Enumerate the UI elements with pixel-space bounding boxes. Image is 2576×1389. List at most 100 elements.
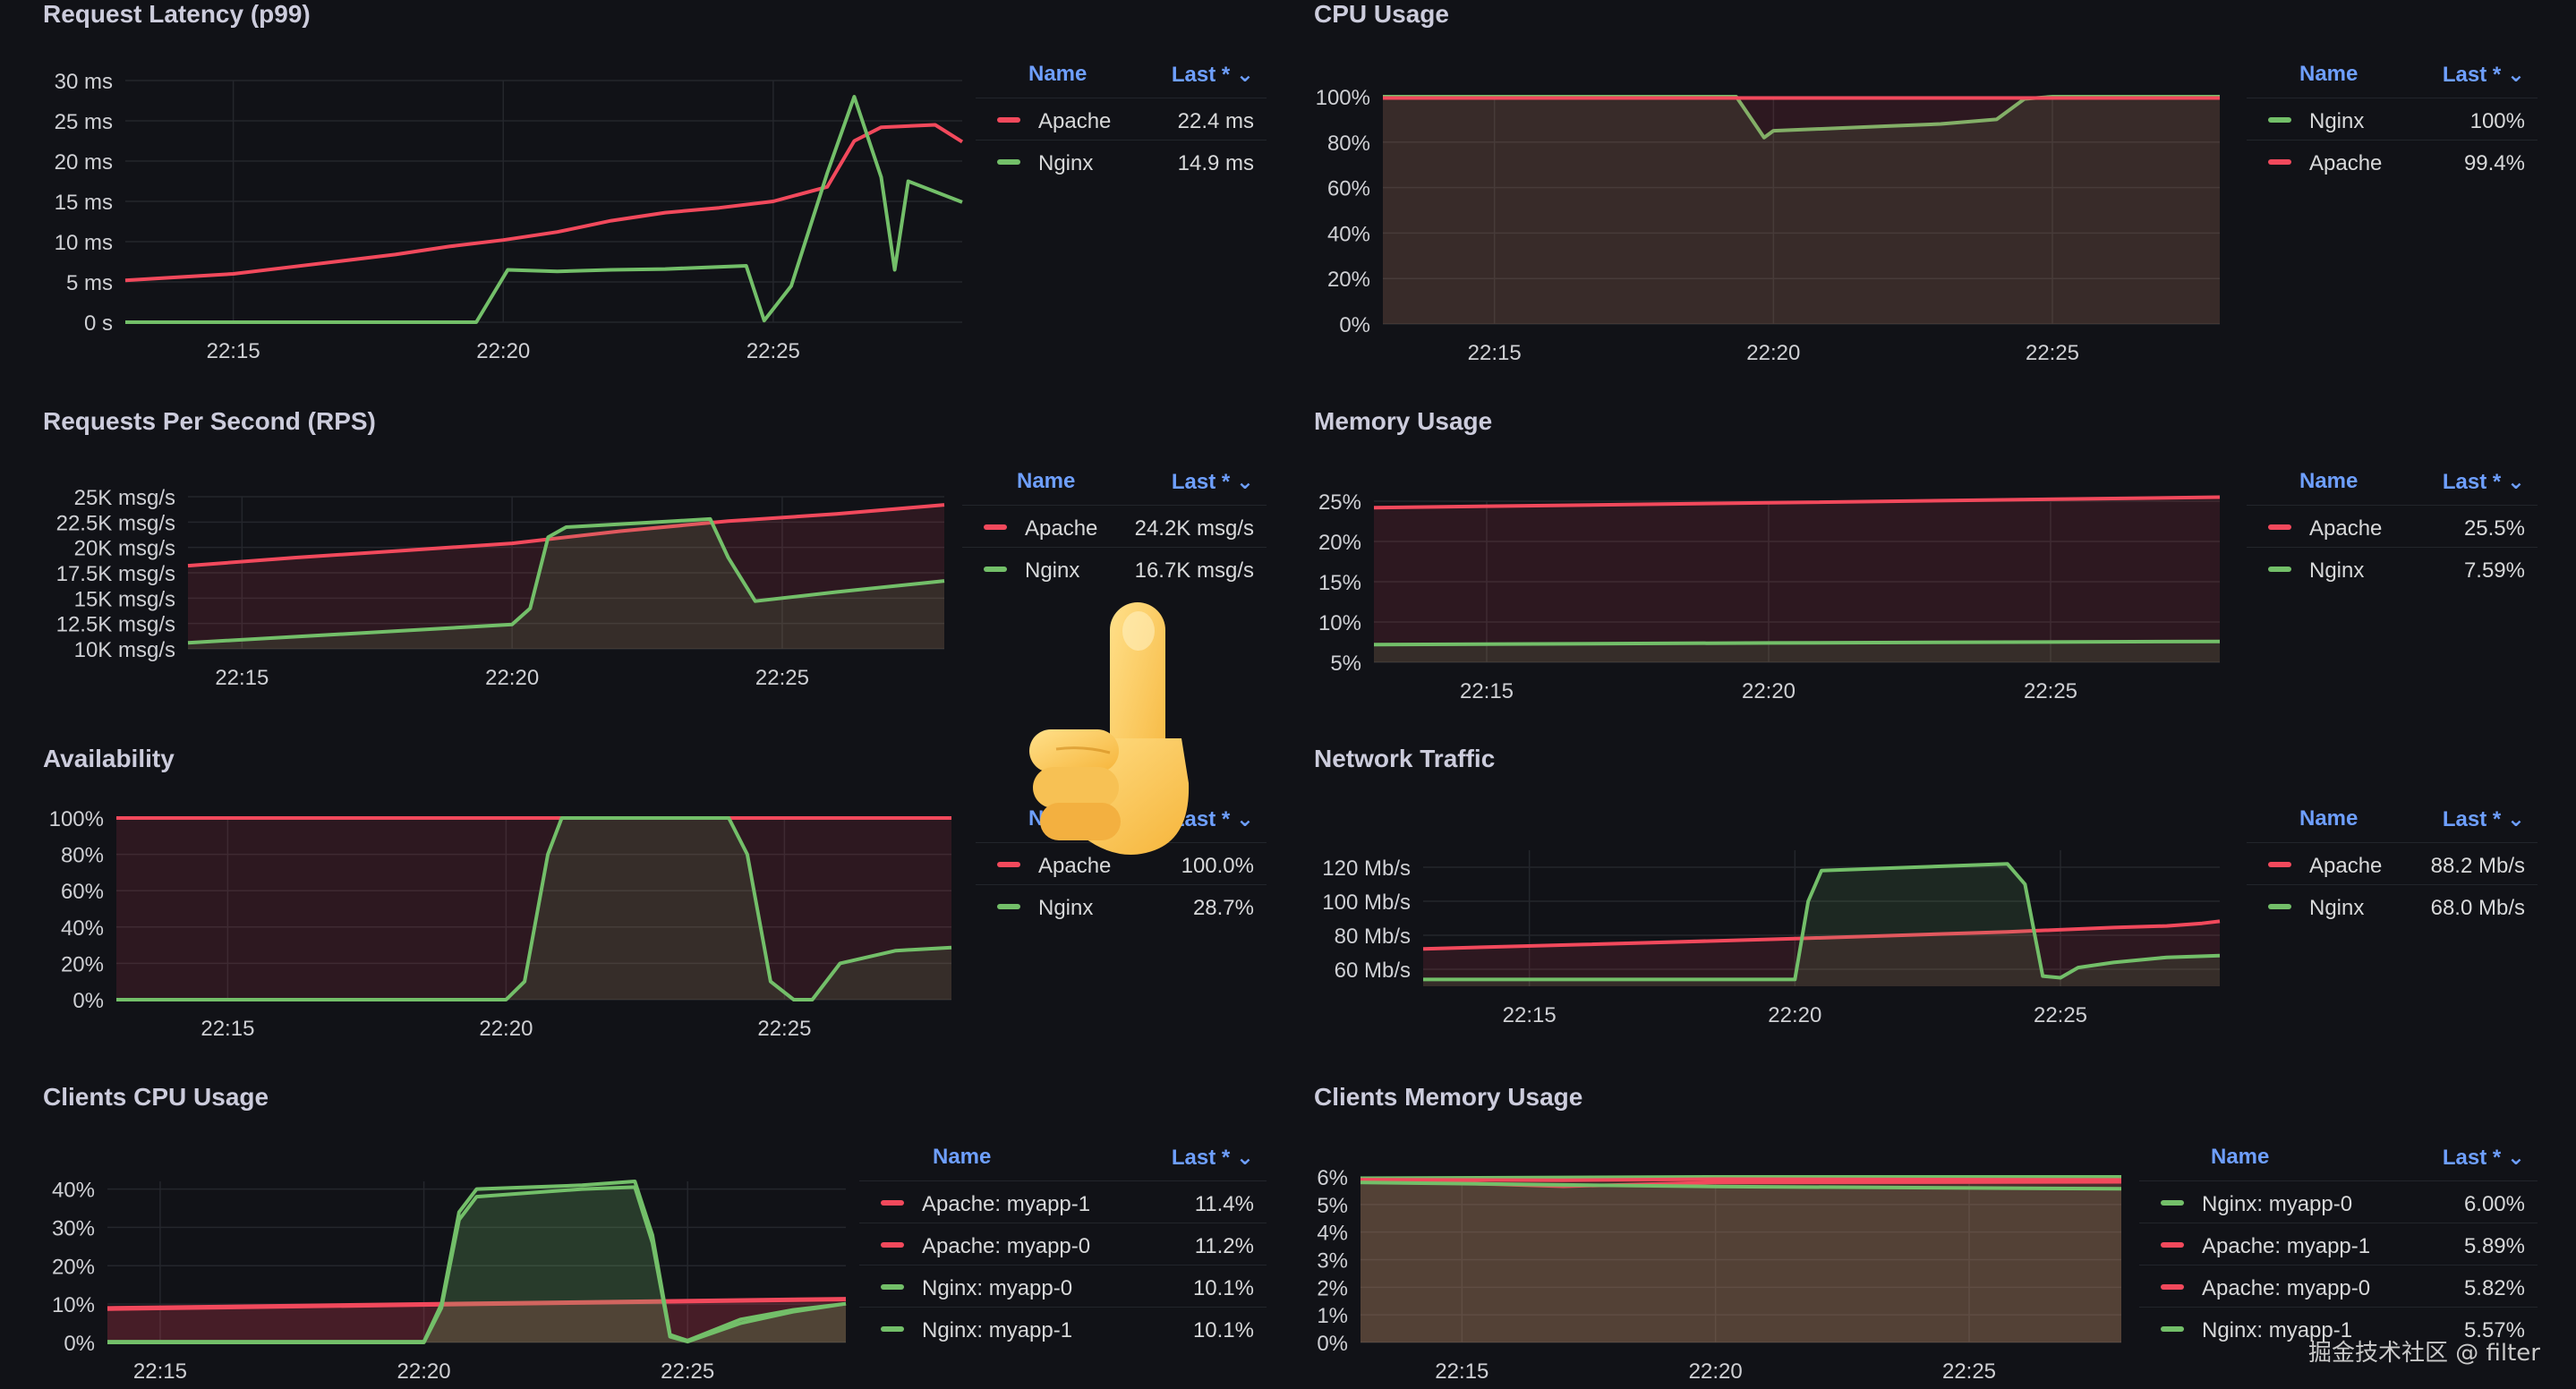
legend-item[interactable]: Apache: myapp-1 5.89% [2139,1223,2538,1265]
series-area [188,505,944,649]
legend-header-name[interactable]: Name [2211,1145,2270,1169]
legend-swatch [881,1242,904,1248]
legend-item[interactable]: Apache 22.4 ms [976,98,1267,140]
legend-header-name[interactable]: Name [1028,62,1088,86]
x-tick-label: 22:20 [397,1359,451,1384]
legend-item[interactable]: Nginx: myapp-1 10.1% [859,1307,1267,1349]
legend-item[interactable]: Nginx 7.59% [2247,547,2538,589]
y-tick-label: 80% [61,844,104,868]
panel-cpu[interactable]: CPU Usage 0% 20% 40% 60% 80% 100% 22:15 22:20 22:… [1271,0,2576,403]
legend-header-name[interactable]: Name [933,1145,992,1169]
series-area [1361,1180,2121,1342]
legend-item[interactable]: Apache 100.0% [976,842,1267,884]
legend-item[interactable]: Apache: myapp-0 5.82% [2139,1265,2538,1307]
legend-item[interactable]: Apache 99.4% [2247,140,2538,182]
series-line-nginx[interactable] [125,95,963,324]
legend-item[interactable]: Apache 88.2 Mb/s [2247,842,2538,884]
y-tick-label: 10% [52,1293,95,1317]
y-tick-label: 40% [1327,222,1370,246]
legend-last-value: 88.2 Mb/s [2430,854,2525,878]
legend-header-last[interactable]: Last * ⌄ [1171,63,1254,87]
legend-last-value: 7.59% [2463,558,2525,583]
series-line-nginx-myapp-1[interactable] [107,1185,847,1344]
legend-series-name: Nginx [1025,558,1080,583]
legend-header-name[interactable]: Name [2299,806,2358,831]
y-tick-label: 10% [1318,611,1361,635]
legend-swatch [997,159,1020,165]
legend-item[interactable]: Apache: myapp-0 11.2% [859,1223,1267,1265]
series-line-apache[interactable] [1373,495,2221,510]
series-line-apache[interactable] [187,503,945,568]
legend-last-value: 5.57% [2463,1318,2525,1342]
series-line-apache-myapp-0[interactable] [107,1298,847,1311]
y-tick-label: 80% [1327,132,1370,156]
legend-item[interactable]: Apache 25.5% [2247,505,2538,547]
legend-header-last[interactable]: Last * ⌄ [2442,807,2525,831]
panel-network[interactable]: Network Traffic 60 Mb/s 80 Mb/s 100 Mb/s 120… [1271,745,2576,1067]
y-tick-label: 6% [1317,1166,1348,1190]
legend-item[interactable]: Apache 24.2K msg/s [962,505,1267,547]
legend-last-value: 22.4 ms [1177,109,1254,133]
legend-item[interactable]: Nginx: myapp-0 10.1% [859,1265,1267,1307]
y-tick-label: 0% [1339,313,1370,337]
legend-item[interactable]: Nginx 68.0 Mb/s [2247,884,2538,926]
legend-header-name[interactable]: Name [2299,62,2358,86]
chart-svg: 5% 10% 15% 20% 25% 22:15 22:20 22:25 [1318,490,2221,703]
legend-item[interactable]: Nginx 28.7% [976,884,1267,926]
legend-last-value: 11.2% [1194,1234,1254,1258]
legend-item[interactable]: Nginx 16.7K msg/s [962,547,1267,589]
legend-header-name[interactable]: Name [1017,469,1076,493]
series-line-nginx[interactable] [116,816,952,1001]
panel-title: Memory Usage [1314,407,1493,435]
panel-rps[interactable]: Requests Per Second (RPS) 10K msg/s 12.5K … [0,407,1289,765]
series-line-nginx[interactable] [1423,862,2221,982]
series-area [1423,921,2220,986]
series-line-nginx-myapp-0[interactable] [1360,1175,2121,1180]
y-tick-label: 40% [52,1179,95,1203]
x-tick-label: 22:25 [2024,679,2077,703]
series-line-nginx[interactable] [1373,639,2221,647]
legend-last-value: 99.4% [2463,151,2525,175]
x-tick-label: 22:15 [1460,679,1514,703]
panel-clients-cpu[interactable]: Clients CPU Usage 0% 10% 20% 30% 40% 22:15 22:2… [0,1083,1289,1389]
panel-latency[interactable]: Request Latency (p99) 0 s 5 ms 10 ms 15 ms 20… [0,0,1289,403]
panel-title: Clients CPU Usage [43,1083,269,1111]
legend-item[interactable]: Apache: myapp-1 11.4% [859,1180,1267,1223]
legend-item[interactable]: Nginx: myapp-0 6.00% [2139,1180,2538,1223]
x-tick-label: 22:25 [1942,1359,1996,1384]
legend-swatch [997,904,1020,909]
series-line-apache[interactable] [1422,919,2221,951]
legend-item[interactable]: Nginx 14.9 ms [976,140,1267,182]
legend-series-name: Apache [1025,516,1098,541]
y-tick-label: 30 ms [55,70,113,94]
legend-header-last[interactable]: Last * ⌄ [1171,1146,1254,1170]
y-tick-label: 15K msg/s [74,587,175,611]
series-line-nginx-myapp-1[interactable] [1360,1180,2122,1191]
legend-series-name: Nginx [2309,109,2365,133]
legend-swatch [997,117,1020,123]
x-tick-label: 22:20 [479,1017,533,1041]
legend-header-last[interactable]: Last * ⌄ [2442,470,2525,494]
legend-series-name: Apache: myapp-0 [922,1234,1091,1258]
legend-header-last[interactable]: Last * ⌄ [2442,63,2525,87]
panel-memory[interactable]: Memory Usage 5% 10% 15% 20% 25% 22:15 22:20 22:2… [1271,407,2576,765]
legend-item[interactable]: Nginx: myapp-1 5.57% [2139,1307,2538,1349]
y-tick-label: 3% [1317,1249,1348,1274]
y-tick-label: 80 Mb/s [1335,925,1411,949]
legend-header-last[interactable]: Last * ⌄ [1171,470,1254,494]
watermark: 掘金技术社区 @ filter [2307,1340,2540,1367]
panel-availability[interactable]: Availability 0% 20% 40% 60% 80% 100% 22:15 22:20… [0,745,1289,1067]
legend-header-last[interactable]: Last * ⌄ [2442,1146,2525,1170]
legend-header-name[interactable]: Name [2299,469,2358,493]
legend-header: Name Last * ⌄ [2247,58,2538,98]
x-tick-label: 22:25 [661,1359,714,1384]
series-line-nginx[interactable] [187,516,945,645]
y-tick-label: 20% [52,1255,95,1279]
legend-item[interactable]: Nginx 100% [2247,98,2538,140]
series-line-apache[interactable] [124,123,964,283]
legend-last-value: 25.5% [2463,516,2525,541]
panel-clients-memory[interactable]: Clients Memory Usage 0% 1% 2% 3% 4% 5% 6% 22:15 2… [1271,1083,2576,1389]
chart-svg: 0% 20% 40% 60% 80% 100% 22:15 22:20 22:25 [49,807,952,1041]
legend-series-name: Apache: myapp-0 [2202,1276,2371,1300]
